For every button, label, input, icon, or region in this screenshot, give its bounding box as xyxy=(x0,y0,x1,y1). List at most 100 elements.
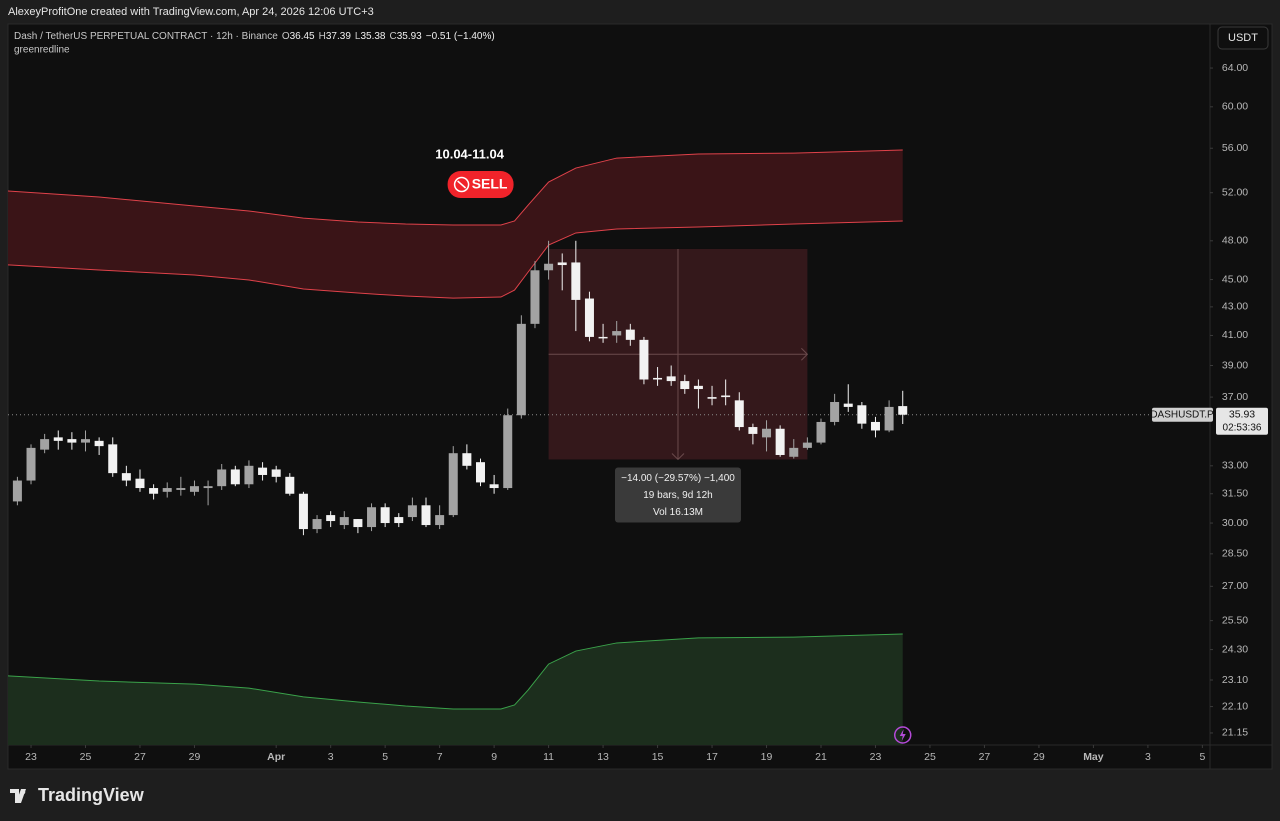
credit: AlexeyProfitOne created with TradingView… xyxy=(8,6,374,18)
x-tick-label: 23 xyxy=(25,751,37,763)
candle-body xyxy=(367,507,377,528)
overlay: −14.00 (−29.57%) −1,400 19 bars, 9d 12h Vo… xyxy=(25,62,1268,763)
alert-bolt[interactable] xyxy=(899,729,906,741)
ohlc-label: C xyxy=(389,31,396,42)
candle-body xyxy=(380,507,390,524)
candle-body xyxy=(121,473,131,481)
y-tick-label: 25.50 xyxy=(1222,614,1248,626)
currency[interactable]: USDT xyxy=(1228,32,1258,44)
measure-arrow-down xyxy=(671,453,685,461)
ohlc-label: H xyxy=(319,31,326,42)
signal-label: SELL xyxy=(472,176,508,192)
candle-body xyxy=(693,385,703,390)
x-tick-label: May xyxy=(1083,751,1104,763)
candle-body xyxy=(217,469,227,487)
y-tick-label: 56.00 xyxy=(1222,142,1248,154)
candle-body xyxy=(639,339,649,380)
candle-body xyxy=(271,469,281,477)
candle-body xyxy=(571,262,581,300)
candle-body xyxy=(12,480,22,502)
candle-body xyxy=(353,519,363,528)
green-line xyxy=(8,633,903,710)
y-tick-label: 31.50 xyxy=(1222,488,1248,500)
candle-body xyxy=(462,453,472,466)
change: −0.51 (−1.40%) xyxy=(426,31,495,42)
candle-body xyxy=(530,270,540,324)
candle-body xyxy=(489,484,499,489)
candle-body xyxy=(230,469,240,485)
y-tick-label: 60.00 xyxy=(1222,101,1248,113)
candle-body xyxy=(81,439,91,443)
y-tick-label: 27.00 xyxy=(1222,580,1248,592)
measure-label: 19 bars, 9d 12h xyxy=(643,490,713,501)
x-tick-label: 13 xyxy=(597,751,609,763)
brand: TradingView xyxy=(38,785,145,805)
y-tick-label: 45.00 xyxy=(1222,273,1248,285)
candle-body xyxy=(762,428,772,438)
candle-body xyxy=(67,439,77,443)
indicator-name[interactable]: greenredline xyxy=(14,45,70,56)
candle-body xyxy=(108,444,118,474)
candle-body xyxy=(53,437,63,441)
x-tick-label: 5 xyxy=(1199,751,1205,763)
ohlc-label: O xyxy=(282,31,290,42)
candle-body xyxy=(666,376,676,382)
candle-body xyxy=(830,401,840,422)
candle-body xyxy=(421,505,431,526)
candle-body xyxy=(898,406,908,415)
x-tick-label: 27 xyxy=(979,751,991,763)
candle-body xyxy=(544,263,554,271)
measure-arrow-right xyxy=(801,347,809,361)
candle-body xyxy=(312,519,322,530)
candle-body xyxy=(802,442,812,448)
y-tick-label: 28.50 xyxy=(1222,548,1248,560)
x-tick-label: 3 xyxy=(328,751,334,763)
red-lower-line xyxy=(8,220,903,299)
candle-body xyxy=(857,405,867,424)
x-tick-label: 5 xyxy=(382,751,388,763)
x-tick-label: 3 xyxy=(1145,751,1151,763)
candle-body xyxy=(816,421,826,443)
candle-body xyxy=(503,415,513,489)
symbol-tag: DASHUSDT.P xyxy=(1150,409,1214,420)
candle-body xyxy=(598,336,608,339)
candle-body xyxy=(298,493,308,530)
candle-body xyxy=(884,406,894,431)
price-tag-box xyxy=(1216,407,1268,435)
y-tick-label: 43.00 xyxy=(1222,301,1248,313)
y-tick-label: 23.10 xyxy=(1222,674,1248,686)
candle-body xyxy=(435,515,445,526)
symbol-legend: Dash / TetherUS PERPETUAL CONTRACT · 12h… xyxy=(14,31,495,42)
candle-body xyxy=(843,403,853,407)
x-tick-label: 27 xyxy=(134,751,146,763)
candle-body xyxy=(625,329,635,340)
candle-body xyxy=(176,488,186,490)
logo xyxy=(10,789,26,803)
ohlc-value: 35.93 xyxy=(397,31,422,42)
ohlc-label: L xyxy=(355,31,361,42)
candle-body xyxy=(475,462,485,483)
candle-body xyxy=(258,467,268,475)
x-tick-label: 25 xyxy=(924,751,936,763)
candle-body xyxy=(721,395,731,398)
symbol: Dash / TetherUS PERPETUAL CONTRACT · 12h… xyxy=(14,31,278,42)
candle-body xyxy=(870,421,880,431)
candle-body xyxy=(775,428,785,455)
candle-body xyxy=(612,331,622,336)
candle-body xyxy=(707,397,717,399)
candle-body xyxy=(189,486,199,492)
candle-body xyxy=(789,447,799,457)
y-tick-label: 37.00 xyxy=(1222,391,1248,403)
x-tick-label: 29 xyxy=(189,751,201,763)
x-tick-label: 29 xyxy=(1033,751,1045,763)
alert-icon[interactable] xyxy=(893,726,912,744)
candle-body xyxy=(339,517,349,526)
currency-button[interactable] xyxy=(1217,26,1269,50)
candle-body xyxy=(203,486,213,489)
x-tick-label: Apr xyxy=(267,751,285,763)
signal-icon xyxy=(453,176,470,193)
y-tick-label: 30.00 xyxy=(1222,517,1248,529)
candle-body xyxy=(326,515,336,522)
